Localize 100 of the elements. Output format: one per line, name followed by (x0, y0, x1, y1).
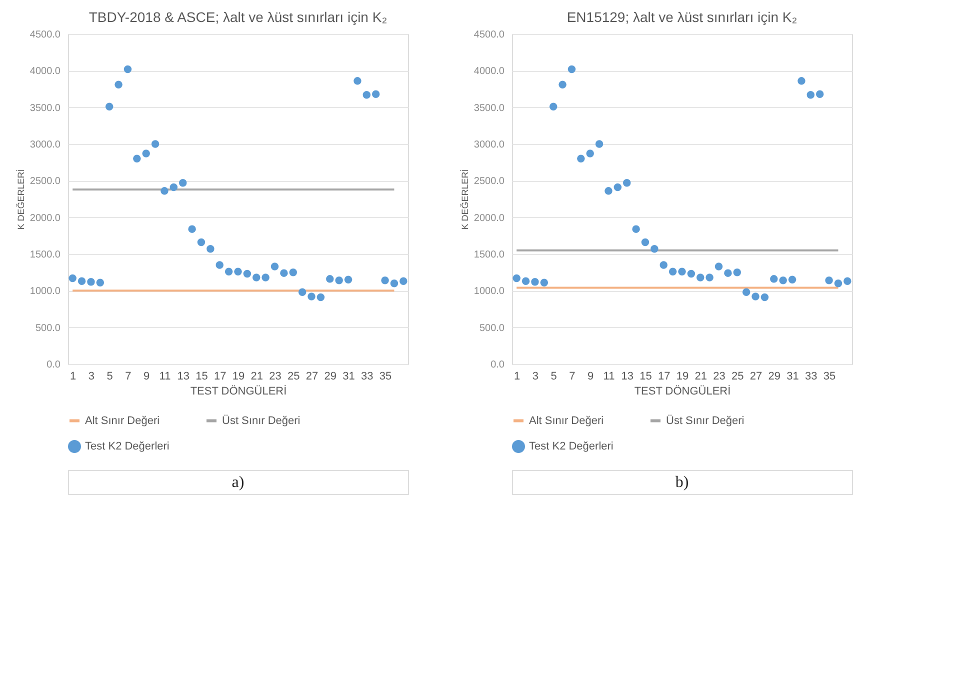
point (105, 102, 114, 110)
x-tick-label: 15 (196, 370, 208, 382)
point (844, 277, 852, 285)
point (326, 275, 334, 283)
point (641, 238, 650, 246)
y-tick-label: 2000.0 (30, 212, 61, 224)
x-tick-label: 27 (306, 370, 318, 382)
point (243, 270, 252, 278)
point (133, 154, 141, 163)
point (197, 238, 206, 246)
point (779, 276, 787, 284)
point (798, 77, 806, 85)
x-tick-label: 21 (694, 370, 708, 382)
point (298, 288, 306, 296)
point (234, 268, 242, 276)
point (114, 80, 122, 88)
point (78, 277, 86, 285)
x-tick-label: 21 (250, 370, 264, 382)
point (262, 274, 270, 282)
point (124, 65, 132, 74)
point (622, 179, 631, 187)
point (678, 268, 686, 276)
point (316, 293, 325, 302)
point (568, 65, 576, 74)
point (788, 276, 796, 284)
point (586, 150, 594, 158)
point (87, 278, 95, 286)
point (206, 245, 214, 253)
point (834, 279, 842, 288)
chart-title: TBDY-2018 & ASCE; λalt ve λüst sınırları için K₂ (88, 9, 388, 25)
x-tick-label: 9 (588, 370, 594, 382)
x-tick-label: 7 (569, 370, 576, 382)
y-axis-title: K DEĞERLERİ (16, 169, 26, 230)
point (650, 245, 658, 253)
point (660, 261, 668, 269)
y-tick-label: 3000.0 (474, 140, 505, 150)
point (354, 77, 362, 85)
x-tick-label: 7 (125, 370, 132, 382)
point (522, 277, 530, 285)
x-tick-label: 19 (232, 370, 245, 382)
point (96, 278, 104, 286)
point (512, 274, 520, 282)
chart-title: EN15129; λalt ve λüst sınırları için K₂ (566, 9, 798, 25)
point (178, 179, 187, 187)
x-tick-label: 13 (621, 370, 634, 382)
text: b) (675, 474, 689, 491)
y-tick-label: 3000.0 (30, 140, 61, 150)
y-tick-label: 0.0 (490, 360, 505, 370)
legend-label: Test K2 Değerleri (85, 440, 170, 452)
point (752, 292, 760, 300)
legend-label: Üst Sınır Değeri (222, 414, 300, 427)
point (706, 274, 714, 282)
y-tick-label: 4000.0 (474, 66, 505, 78)
x-tick-label: 5 (106, 370, 113, 382)
point (68, 274, 76, 282)
x-tick-label: 27 (750, 370, 762, 382)
point (216, 261, 224, 269)
x-axis-title: TEST DÖNGÜLERİ (190, 384, 287, 398)
point (760, 293, 769, 302)
y-tick-label: 1500.0 (474, 250, 505, 260)
x-tick-label: 25 (732, 370, 744, 382)
point (816, 90, 824, 98)
point (531, 278, 539, 286)
x-tick-label: 33 (805, 370, 818, 382)
point (308, 292, 316, 300)
point (549, 102, 558, 110)
point (770, 275, 778, 283)
legend-label: Üst Sınır Değeri (666, 414, 744, 427)
point (381, 276, 389, 284)
x-tick-label: 1 (70, 370, 76, 382)
point (577, 154, 585, 163)
y-tick-label: 500.0 (479, 322, 505, 334)
x-tick-label: 33 (361, 370, 374, 382)
x-tick-label: 17 (214, 370, 226, 382)
point (632, 225, 640, 233)
x-tick-label: 25 (288, 370, 300, 382)
x-tick-label: 13 (177, 370, 190, 382)
x-tick-label: 9 (144, 370, 150, 382)
y-tick-label: 4000.0 (30, 66, 61, 78)
x-tick-label: 5 (550, 370, 557, 382)
x-tick-label: 17 (658, 370, 670, 382)
point (390, 279, 398, 288)
point (714, 262, 723, 270)
x-tick-label: 19 (676, 370, 689, 382)
x-tick-label: 23 (713, 370, 726, 382)
point (344, 276, 352, 284)
text: a) (232, 474, 244, 491)
point (540, 278, 548, 286)
point (595, 140, 604, 148)
point (224, 268, 233, 276)
point (400, 277, 408, 285)
y-tick-label: 3500.0 (30, 102, 61, 114)
y-axis-title: K DEĞERLERİ (460, 169, 470, 230)
point (252, 274, 260, 282)
x-tick-label: 11 (159, 370, 171, 382)
x-tick-label: 31 (342, 370, 355, 382)
point (335, 276, 343, 284)
point (724, 269, 732, 277)
point (696, 274, 704, 282)
legend-label: Alt Sınır Değeri (85, 414, 160, 427)
